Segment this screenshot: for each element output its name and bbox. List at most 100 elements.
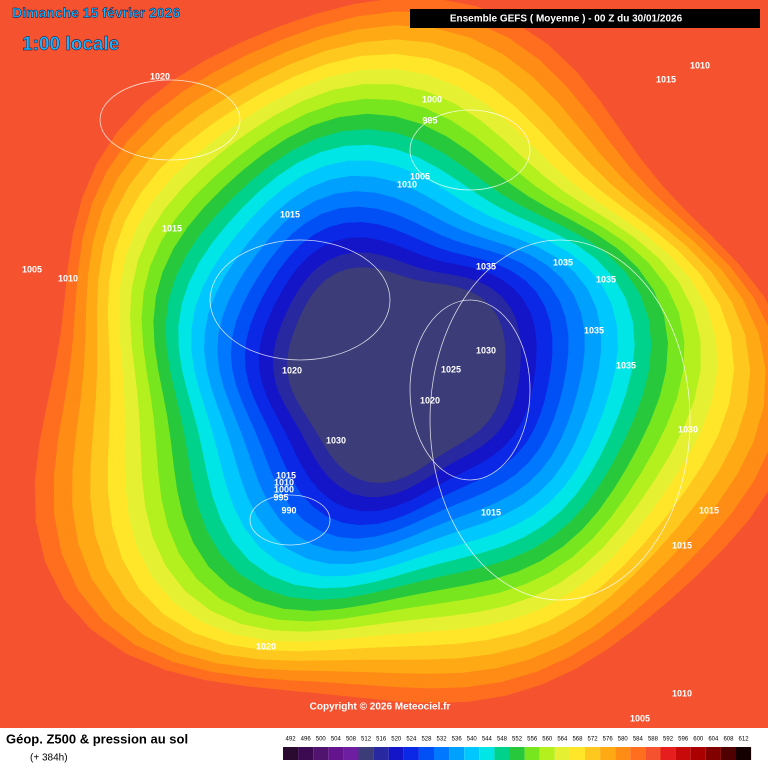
legend-swatch: [373, 747, 389, 760]
legend-label: 584: [633, 737, 644, 743]
legend-label: 580: [618, 737, 629, 743]
legend-swatch: [434, 747, 450, 760]
local-time: 1:00 locale: [22, 34, 119, 55]
isobar-label: 1015: [280, 209, 300, 219]
isobar-label: 1035: [584, 325, 604, 335]
map: [0, 0, 768, 728]
legend-label: 516: [376, 737, 387, 743]
legend-swatch: [388, 747, 404, 760]
legend-label: 604: [708, 737, 719, 743]
isobar-label: 1020: [256, 641, 276, 651]
legend-swatch: [479, 747, 495, 760]
legend-label: 612: [739, 737, 750, 743]
legend-label: 520: [391, 737, 402, 743]
isobar-label: 1020: [150, 71, 170, 81]
color-legend: 492 496 500 504 508 512 516 520 524 528 532 536 540 5…: [283, 737, 752, 760]
legend-swatch: [585, 747, 601, 760]
date: Dimanche 15 février 2026: [12, 5, 180, 21]
isobar-label: 1005: [22, 264, 42, 274]
isobar-label: 1015: [162, 223, 182, 233]
isobar-label: 1010: [274, 477, 294, 487]
isobar-label: 1005: [410, 171, 430, 181]
isobar-label: 1035: [553, 257, 573, 267]
legend-label: 528: [421, 737, 432, 743]
legend-label: 540: [467, 737, 478, 743]
model-box: [410, 9, 760, 28]
legend-swatch: [630, 747, 646, 760]
isobar: [249, 494, 331, 546]
legend-label: 552: [512, 737, 523, 743]
isobar-label: 995: [273, 492, 288, 502]
legend-label: 608: [723, 737, 734, 743]
isobar-label: 1010: [397, 179, 417, 189]
legend-swatch: [645, 747, 661, 760]
model-run: Ensemble GEFS ( Moyenne ) - 00 Z du 30/0…: [450, 14, 683, 25]
isobar-label: 1030: [678, 424, 698, 434]
isobar-label: 1035: [596, 274, 616, 284]
footer-title: Géop. Z500 & pression au sol: [6, 731, 188, 746]
legend-label: 532: [437, 737, 448, 743]
isobar: [99, 79, 241, 161]
isobar-label: 990: [281, 505, 296, 515]
isobar-label: 995: [422, 115, 437, 125]
legend-swatch: [705, 747, 721, 760]
isobar-label: 1015: [656, 74, 676, 84]
legend-swatch: [449, 747, 465, 760]
isobar-label: 1030: [476, 345, 496, 355]
legend-swatch: [358, 747, 374, 760]
legend-swatch: [569, 747, 585, 760]
legend-swatch: [615, 747, 631, 760]
isobar-label: 1030: [326, 435, 346, 445]
legend-label: 508: [346, 737, 357, 743]
copyright: Copyright © 2026 Meteociel.fr: [310, 702, 451, 713]
legend-swatch: [539, 747, 555, 760]
legend-label: 588: [648, 737, 659, 743]
legend-label: 600: [693, 737, 704, 743]
isobar: [409, 299, 531, 481]
isobar-label: 1015: [699, 505, 719, 515]
legend-label: 548: [497, 737, 508, 743]
isobar: [209, 239, 391, 361]
legend-swatch: [600, 747, 616, 760]
legend-label: 596: [678, 737, 689, 743]
legend-swatch: [298, 747, 314, 760]
legend-swatch: [418, 747, 434, 760]
legend-label: 536: [452, 737, 463, 743]
isobar-label: 1015: [481, 507, 501, 517]
legend-label: 560: [542, 737, 553, 743]
legend-label: 496: [301, 737, 312, 743]
isobar: [429, 239, 691, 601]
isobar-label: 1015: [276, 470, 296, 480]
legend-swatch: [464, 747, 480, 760]
legend-swatch: [524, 747, 540, 760]
isobar-label: 1025: [441, 364, 461, 374]
isobar-label: 1000: [422, 94, 442, 104]
legend-label: 544: [482, 737, 493, 743]
legend-label: 576: [603, 737, 614, 743]
isobar-label: 1010: [672, 688, 692, 698]
isobar-label: 1035: [616, 360, 636, 370]
isobar-labels: 1020 101510101000995100510101015101510051…: [22, 60, 719, 723]
legend-label: 564: [557, 737, 568, 743]
legend-label: 592: [663, 737, 674, 743]
legend-label: 568: [572, 737, 583, 743]
legend-swatch: [720, 747, 736, 760]
isobar-label: 1010: [58, 273, 78, 283]
legend-label: 512: [361, 737, 372, 743]
legend-label: 504: [331, 737, 342, 743]
legend-swatch: [736, 747, 752, 760]
lead-time: (+ 384h): [30, 753, 68, 764]
isobar-label: 1010: [690, 60, 710, 70]
legend-swatch: [343, 747, 359, 760]
legend-label: 572: [588, 737, 599, 743]
isobar-label: 1020: [420, 395, 440, 405]
isobar-label: 1015: [672, 540, 692, 550]
legend-swatch: [283, 747, 299, 760]
isobar-label: 1000: [274, 484, 294, 494]
legend-label: 556: [527, 737, 538, 743]
legend-label: 524: [406, 737, 417, 743]
legend-swatch: [509, 747, 525, 760]
legend-swatch: [328, 747, 344, 760]
isobar-label: 1035: [476, 261, 496, 271]
